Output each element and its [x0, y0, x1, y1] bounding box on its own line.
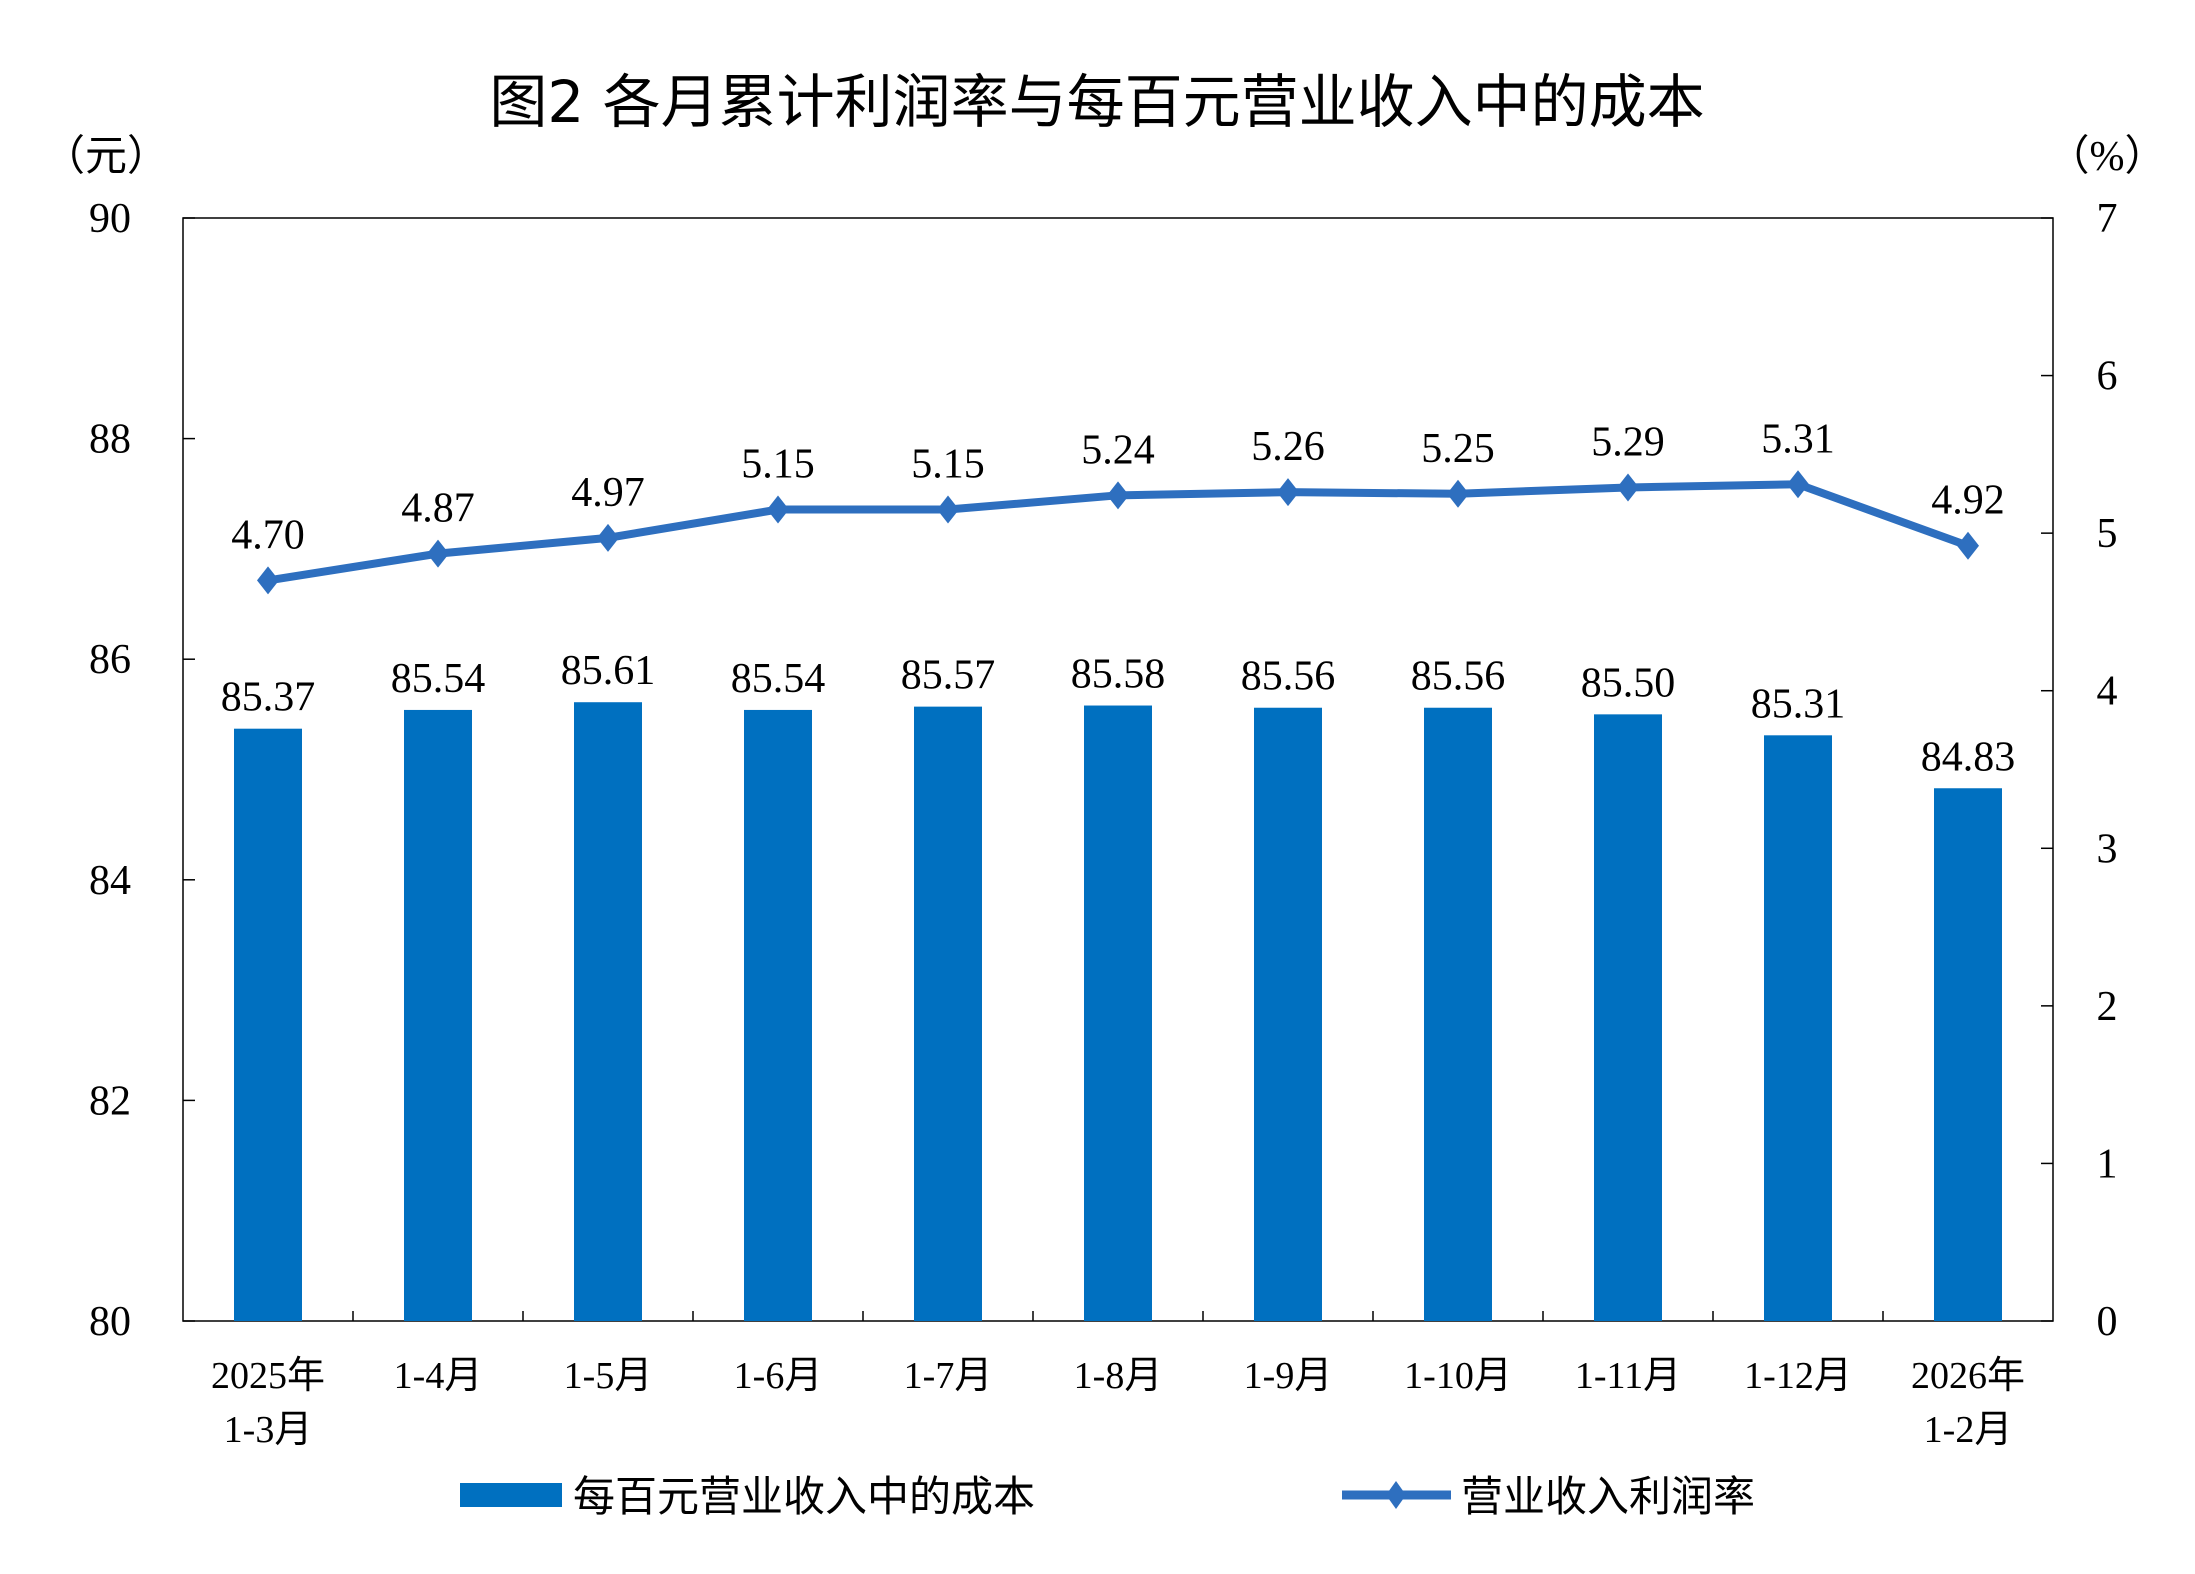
line-marker	[1787, 470, 1809, 499]
bar	[1254, 707, 1322, 1321]
line-marker	[257, 566, 279, 595]
bar-data-label: 84.83	[1921, 734, 2016, 780]
x-tick-label: 1-5月	[564, 1355, 653, 1397]
legend-bar-label: 每百元营业收入中的成本	[573, 1472, 1035, 1521]
x-tick-label: 1-2月	[1924, 1409, 2013, 1451]
bar-data-label: 85.50	[1581, 660, 1676, 706]
line-marker	[937, 495, 959, 524]
x-tick-label: 2026年	[1911, 1355, 2025, 1397]
x-tick-label: 1-11月	[1575, 1355, 1681, 1397]
line-data-label: 5.15	[911, 442, 985, 488]
line-data-label: 5.31	[1761, 416, 1835, 462]
bar-data-label: 85.58	[1071, 652, 1166, 698]
bar	[1424, 707, 1492, 1321]
line-data-label: 5.25	[1421, 426, 1495, 472]
bar	[574, 702, 642, 1321]
line-data-label: 4.92	[1931, 478, 2005, 524]
line-marker	[1617, 473, 1639, 502]
x-tick-label: 1-8月	[1074, 1355, 1163, 1397]
line-marker	[597, 523, 619, 552]
bar-data-label: 85.31	[1751, 681, 1846, 727]
x-tick-label: 1-3月	[224, 1409, 313, 1451]
line-data-label: 5.15	[741, 442, 815, 488]
bar-data-label: 85.57	[901, 653, 996, 699]
legend: 每百元营业收入中的成本 营业收入利润率	[460, 1472, 1755, 1521]
line-data-label: 5.26	[1251, 424, 1325, 470]
plot-area: 80 82 84 86 88 90 0 1 2 3 4 5 6 7 2025年 1-3月 1-4月 1-5月 1-6…	[89, 196, 2118, 1451]
line-data-label: 4.70	[231, 512, 305, 558]
left-tick-label: 80	[89, 1299, 131, 1345]
left-tick-label: 86	[89, 637, 131, 683]
bar	[914, 706, 982, 1321]
right-tick-label: 5	[2097, 511, 2118, 557]
bar	[1934, 788, 2002, 1321]
x-tick-label: 1-7月	[904, 1355, 993, 1397]
left-tick-label: 88	[89, 417, 131, 463]
line-marker	[767, 495, 789, 524]
line-marker	[427, 539, 449, 568]
bar	[234, 728, 302, 1321]
bar	[1594, 714, 1662, 1321]
chart-title: 图2 各月累计利润率与每百元营业收入中的成本	[489, 68, 1704, 136]
right-tick-label: 0	[2097, 1299, 2118, 1345]
right-tick-label: 3	[2097, 826, 2118, 872]
bar	[404, 709, 472, 1321]
left-tick-label: 90	[89, 196, 131, 242]
bar	[744, 709, 812, 1321]
bar-data-label: 85.54	[731, 656, 826, 702]
bar	[1764, 735, 1832, 1321]
x-tick-label: 1-9月	[1244, 1355, 1333, 1397]
left-tick-label: 82	[89, 1078, 131, 1124]
legend-diamond-marker	[1386, 1481, 1406, 1509]
line-marker	[1957, 531, 1979, 560]
legend-bar-swatch	[460, 1483, 562, 1507]
legend-line-label: 营业收入利润率	[1461, 1472, 1755, 1521]
bar	[1084, 705, 1152, 1321]
x-tick-label: 1-10月	[1404, 1355, 1512, 1397]
x-tick-label: 2025年	[211, 1355, 325, 1397]
right-tick-label: 4	[2097, 669, 2118, 715]
right-tick-label: 2	[2097, 984, 2118, 1030]
x-tick-label: 1-4月	[394, 1355, 483, 1397]
x-tick-label: 1-12月	[1744, 1355, 1852, 1397]
bar-data-label: 85.61	[561, 648, 656, 694]
bar-data-label: 85.54	[391, 656, 486, 702]
line-data-label: 5.24	[1081, 427, 1155, 473]
left-tick-label: 84	[89, 858, 131, 904]
line-marker	[1277, 478, 1299, 507]
bar-data-label: 85.56	[1411, 654, 1506, 700]
right-tick-label: 6	[2097, 354, 2118, 400]
line-marker	[1447, 479, 1469, 508]
line-data-label: 5.29	[1591, 419, 1665, 465]
left-unit-label: （元）	[43, 134, 169, 180]
line-data-label: 4.87	[401, 486, 475, 532]
bar-data-label: 85.37	[221, 675, 316, 721]
right-unit-label: （%）	[2048, 134, 2167, 180]
line-marker	[1107, 481, 1129, 510]
bar-data-label: 85.56	[1241, 654, 1336, 700]
line-data-label: 4.97	[571, 470, 645, 516]
right-tick-label: 7	[2097, 196, 2118, 242]
x-tick-label: 1-6月	[734, 1355, 823, 1397]
right-tick-label: 1	[2097, 1141, 2118, 1187]
